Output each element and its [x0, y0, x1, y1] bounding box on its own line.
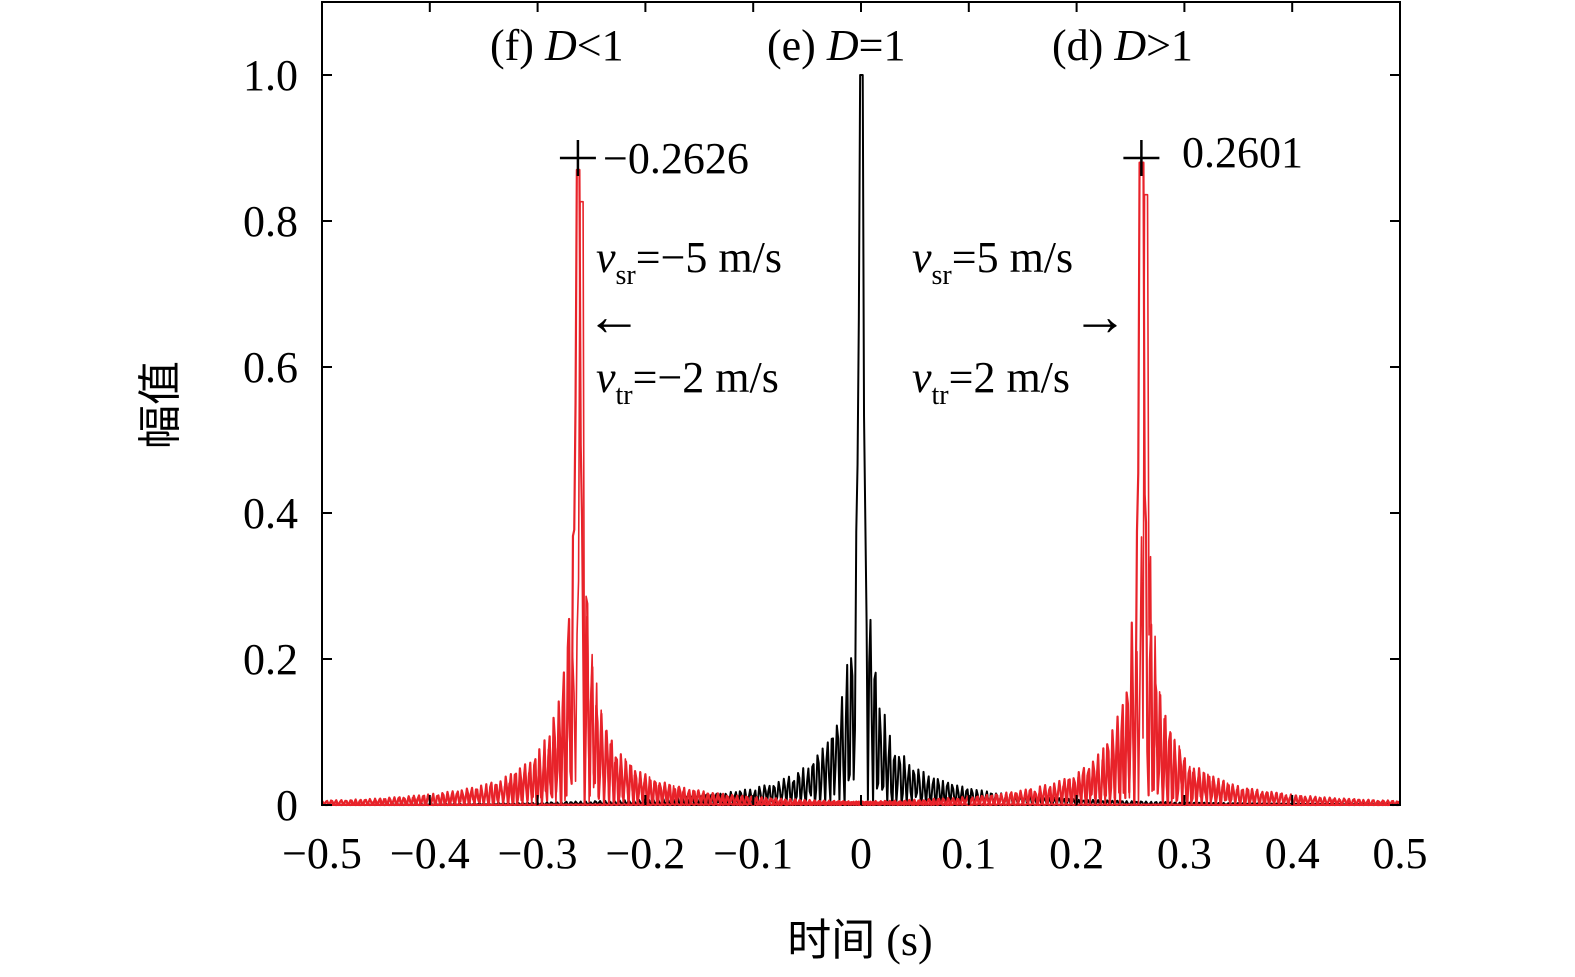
x-tick-label: −0.2 [605, 829, 685, 878]
left-vtr-var: v [596, 353, 616, 402]
y-tick-label: 0.6 [243, 343, 298, 392]
x-tick-label: 0.1 [941, 829, 996, 878]
left-vsr-label: vsr=−5 m/s [596, 233, 782, 291]
x-tick-label: 0.2 [1049, 829, 1104, 878]
peak-left-label: −0.2626 [603, 134, 749, 183]
right-vtr-label: vtr=2 m/s [912, 353, 1070, 411]
peak-right-label: 0.2601 [1182, 128, 1303, 177]
label-f: (f) D<1 [490, 21, 624, 70]
series-d-equals-1-line [321, 74, 1400, 806]
data-layer [321, 74, 1401, 807]
x-tick-label: 0.5 [1373, 829, 1428, 878]
y-tick-label: 0 [276, 781, 298, 830]
label-f-var: D [544, 21, 577, 70]
y-axis-title: 幅值 [136, 361, 185, 449]
y-tick-label: 1.0 [243, 51, 298, 100]
series-d-less-1-line-2 [321, 200, 1400, 806]
x-tick-label: 0.4 [1265, 829, 1320, 878]
right-vtr-sub: tr [932, 380, 950, 411]
label-d-prefix: (d) [1052, 21, 1114, 70]
right-vsr-sub: sr [932, 260, 953, 291]
right-vsr-val: =5 m/s [952, 233, 1073, 282]
y-tick-label: 0.8 [243, 197, 298, 246]
label-e-prefix: (e) [767, 21, 827, 70]
x-tick-label: 0.3 [1157, 829, 1212, 878]
label-e: (e) D=1 [767, 21, 905, 70]
x-tick-label: −0.1 [713, 829, 793, 878]
right-vsr-var: v [912, 233, 932, 282]
plot-frame [321, 1, 1401, 806]
label-d-var: D [1113, 21, 1146, 70]
right-vtr-var: v [912, 353, 932, 402]
label-e-rel: =1 [859, 21, 906, 70]
x-tick-label: 0 [850, 829, 872, 878]
arrow-right-icon: → [1072, 286, 1128, 348]
x-axis-title: 时间 (s) [787, 916, 932, 965]
label-f-prefix: (f) [490, 21, 545, 70]
left-vsr-var: v [596, 233, 616, 282]
left-vtr-val: =−2 m/s [633, 353, 779, 402]
x-tick-label: −0.5 [282, 829, 362, 878]
left-vsr-sub: sr [616, 260, 637, 291]
y-tick-label: 0.2 [243, 635, 298, 684]
right-vtr-val: =2 m/s [949, 353, 1070, 402]
label-e-var: D [826, 21, 859, 70]
series-d-less-1-line [321, 168, 1400, 807]
label-d-rel: >1 [1146, 21, 1193, 70]
series-d-greater-1-line-2 [321, 193, 1401, 806]
label-d: (d) D>1 [1052, 21, 1193, 70]
left-vtr-sub: tr [616, 380, 634, 411]
series-d-greater-1-line [321, 161, 1401, 807]
arrow-left-icon: ← [586, 286, 642, 348]
x-tick-label: −0.4 [390, 829, 470, 878]
tick-layer: −0.5 −0.4 −0.3 −0.2 −0.1 0 0.1 0.2 0.3 0.4 0.5 0 0.2… [243, 2, 1428, 878]
label-f-rel: <1 [577, 21, 624, 70]
left-vsr-val: =−5 m/s [636, 233, 782, 282]
left-vtr-label: vtr=−2 m/s [596, 353, 779, 411]
x-tick-label: −0.3 [498, 829, 578, 878]
right-vsr-label: vsr=5 m/s [912, 233, 1073, 291]
y-tick-label: 0.4 [243, 489, 298, 538]
